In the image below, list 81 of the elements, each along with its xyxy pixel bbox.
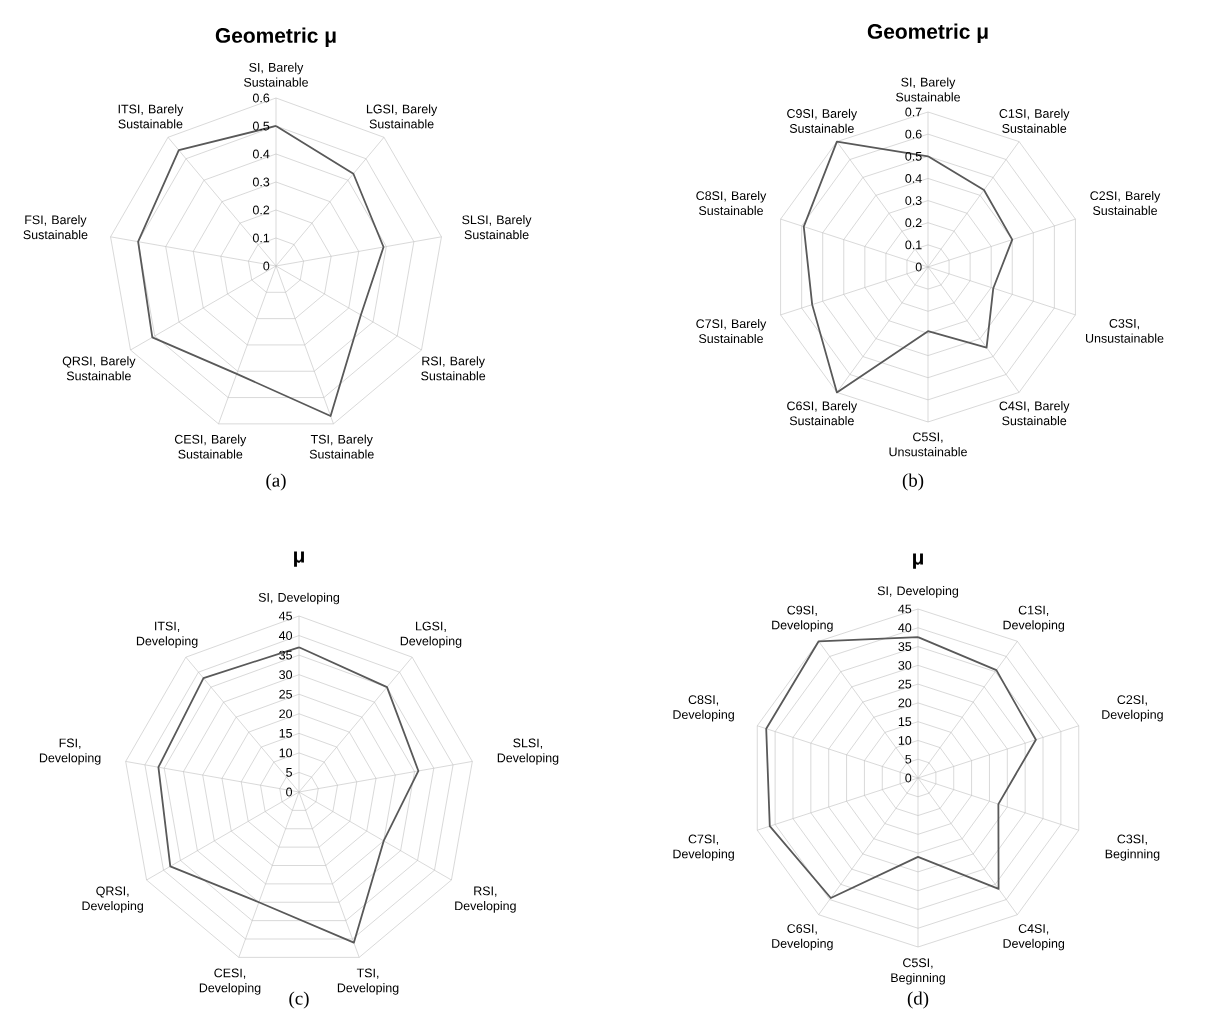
spoke-label: SI, Developing: [877, 586, 959, 598]
y-tick-label: 0.3: [905, 196, 922, 205]
y-tick-label: 0.4: [905, 174, 922, 183]
spoke-label: C7SI, Developing: [673, 834, 734, 861]
y-tick-label: 15: [279, 728, 293, 738]
y-tick-label: 0.4: [252, 149, 270, 159]
y-tick-label: 0.3: [252, 177, 270, 187]
y-tick-label: 45: [278, 611, 293, 621]
spoke-label: C6SI, Developing: [772, 924, 833, 951]
spoke-label: QRSI, Developing: [82, 886, 143, 913]
spoke-label: ITSI, Barely Sustainable: [118, 104, 184, 129]
chart-title: μ: [294, 551, 305, 567]
spoke-label: C4SI, Barely Sustainable: [999, 401, 1070, 426]
spoke-label: C7SI, Barely Sustainable: [696, 318, 767, 344]
spoke-label: FSI, Barely Sustainable: [23, 215, 88, 240]
spoke-label: ITSI, Developing: [136, 621, 198, 648]
spoke-label: C1SI, Barely Sustainable: [999, 108, 1070, 133]
spoke-label: C5SI, Unsustainable: [889, 432, 967, 457]
y-tick-label: 10: [898, 736, 912, 745]
spoke-label: SI, Barely Sustainable: [896, 77, 960, 102]
spoke-label: C9SI, Barely Sustainable: [787, 108, 858, 133]
spoke-label: RSI, Barely Sustainable: [421, 356, 486, 381]
text: (c): [289, 991, 309, 1009]
y-tick-label: 0: [286, 787, 293, 797]
spoke-label: C4SI, Developing: [1003, 924, 1065, 951]
spoke-label: LGSI, Barely Sustainable: [366, 104, 438, 129]
spoke-label: RSI, Developing: [455, 886, 516, 913]
spoke-label: C3SI, Beginning: [1105, 834, 1160, 861]
y-tick-label: 10: [279, 748, 293, 758]
y-tick-label: 0.1: [905, 240, 922, 250]
spoke-label: SLSI, Barely Sustainable: [462, 215, 532, 240]
spoke-label: C8SI, Developing: [673, 695, 734, 722]
spoke-label: QRSI, Barely Sustainable: [62, 356, 136, 381]
spoke-label: SI, Barely Sustainable: [244, 62, 308, 87]
y-tick-label: 0.2: [252, 205, 270, 215]
spoke-label: TSI, Barely Sustainable: [309, 434, 374, 459]
chart-title: Geometric μ: [215, 27, 336, 47]
y-tick-label: 0: [905, 773, 912, 783]
spoke-label: CESI, Developing: [199, 968, 261, 995]
y-tick-label: 40: [898, 623, 912, 633]
spoke-label: C9SI, Developing: [772, 605, 833, 632]
spoke-label: LGSI, Developing: [400, 621, 462, 648]
y-tick-label: 0.6: [252, 93, 270, 103]
y-tick-label: 45: [898, 604, 912, 614]
spoke-label: C5SI, Beginning: [891, 958, 945, 985]
text: (b): [902, 473, 924, 491]
chart-title: μ: [913, 553, 924, 569]
spoke-label: C3SI, Unsustainable: [1086, 318, 1164, 343]
spoke-label: CESI, Barely Sustainable: [174, 434, 247, 459]
y-tick-label: 0.2: [905, 218, 922, 228]
text: (d): [907, 991, 929, 1009]
spoke-label: SI, Developing: [258, 592, 340, 605]
y-tick-label: 20: [898, 698, 912, 708]
spoke-label: C2SI, Developing: [1102, 695, 1163, 722]
y-tick-label: 0.5: [905, 151, 922, 161]
y-tick-label: 0.6: [905, 129, 922, 139]
y-tick-label: 35: [279, 650, 293, 660]
chart-title: Geometric μ: [867, 23, 988, 43]
y-tick-label: 30: [279, 670, 293, 680]
y-tick-label: 40: [278, 631, 293, 640]
y-tick-label: 5: [905, 754, 912, 764]
y-tick-label: 15: [898, 717, 912, 727]
y-tick-label: 25: [279, 689, 293, 699]
y-tick-label: 0.7: [905, 107, 922, 117]
y-tick-label: 20: [279, 709, 293, 719]
y-tick-label: 0: [915, 262, 922, 272]
spoke-label: C1SI, Developing: [1003, 605, 1065, 632]
y-tick-label: 0.5: [252, 121, 270, 131]
spoke-label: C6SI, Barely Sustainable: [787, 401, 858, 426]
y-tick-label: 35: [898, 642, 912, 651]
text: (a): [266, 473, 286, 491]
spoke-label: C2SI, Barely Sustainable: [1090, 190, 1161, 216]
y-tick-label: 5: [286, 768, 293, 777]
y-tick-label: 0.1: [252, 233, 270, 243]
y-tick-label: 30: [898, 660, 912, 670]
spoke-label: FSI, Developing: [39, 738, 101, 765]
spoke-label: TSI, Developing: [337, 968, 399, 995]
spoke-label: SLSI, Developing: [497, 738, 559, 765]
y-tick-label: 25: [898, 679, 912, 689]
spoke-label: C8SI, Barely Sustainable: [696, 190, 767, 216]
y-tick-label: 0: [263, 261, 270, 271]
